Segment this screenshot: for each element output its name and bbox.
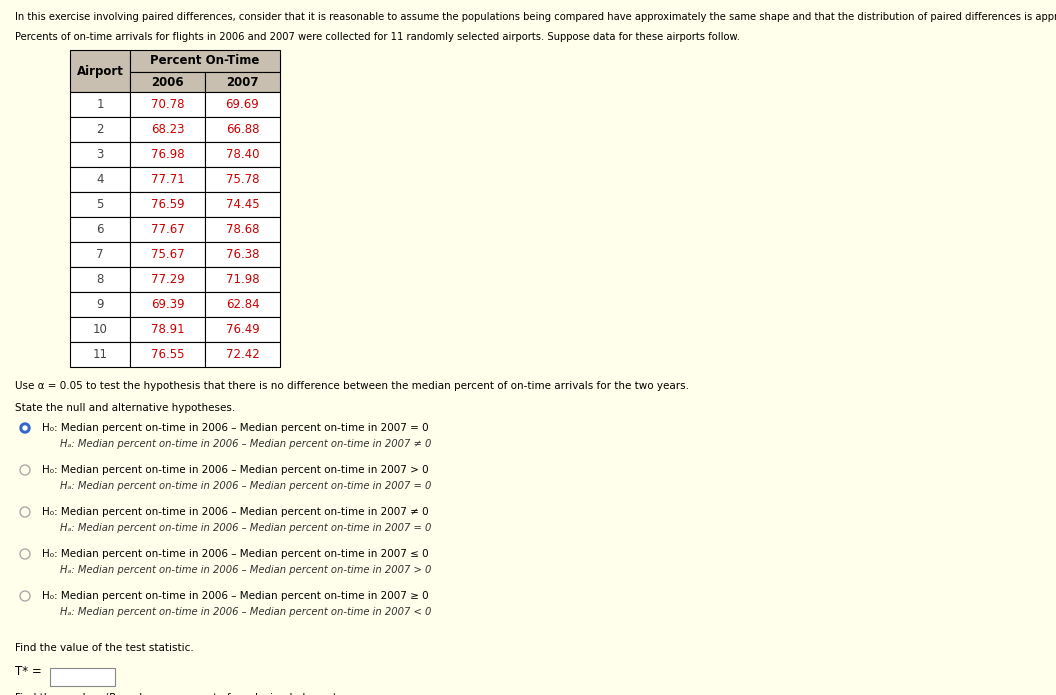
Text: H₀: Median percent on-time in 2006 – Median percent on-time in 2007 ≠ 0: H₀: Median percent on-time in 2006 – Med… <box>42 507 429 517</box>
Circle shape <box>20 423 30 433</box>
Bar <box>70 167 130 192</box>
Bar <box>205 72 280 92</box>
Bar <box>130 342 205 367</box>
Text: 68.23: 68.23 <box>151 123 184 136</box>
Bar <box>130 292 205 317</box>
Text: H₀: Median percent on-time in 2006 – Median percent on-time in 2007 = 0: H₀: Median percent on-time in 2006 – Med… <box>42 423 429 433</box>
Text: Hₐ: Median percent on-time in 2006 – Median percent on-time in 2007 < 0: Hₐ: Median percent on-time in 2006 – Med… <box>60 607 431 617</box>
Text: 8: 8 <box>96 273 103 286</box>
Text: 62.84: 62.84 <box>226 298 260 311</box>
Bar <box>130 217 205 242</box>
Text: Find the p-value. (Round your answer to four decimal places.): Find the p-value. (Round your answer to … <box>15 693 337 695</box>
Bar <box>70 242 130 267</box>
Text: Hₐ: Median percent on-time in 2006 – Median percent on-time in 2007 = 0: Hₐ: Median percent on-time in 2006 – Med… <box>60 481 431 491</box>
Bar <box>70 342 130 367</box>
Bar <box>70 267 130 292</box>
Text: 9: 9 <box>96 298 103 311</box>
Text: 78.68: 78.68 <box>226 223 260 236</box>
Text: 77.71: 77.71 <box>151 173 185 186</box>
Text: 75.78: 75.78 <box>226 173 260 186</box>
Bar <box>70 50 130 92</box>
Bar <box>205 192 280 217</box>
Bar <box>205 117 280 142</box>
Bar <box>205 92 280 117</box>
Text: Use α = 0.05 to test the hypothesis that there is no difference between the medi: Use α = 0.05 to test the hypothesis that… <box>15 381 689 391</box>
Bar <box>70 317 130 342</box>
Text: Find the value of the test statistic.: Find the value of the test statistic. <box>15 643 193 653</box>
Text: 10: 10 <box>93 323 108 336</box>
Text: 2006: 2006 <box>151 76 184 88</box>
Bar <box>130 50 280 72</box>
Text: 70.78: 70.78 <box>151 98 184 111</box>
Bar <box>70 142 130 167</box>
Bar <box>130 192 205 217</box>
Text: 5: 5 <box>96 198 103 211</box>
Bar <box>50 668 115 686</box>
Text: 77.29: 77.29 <box>151 273 185 286</box>
Text: Percents of on-time arrivals for flights in 2006 and 2007 were collected for 11 : Percents of on-time arrivals for flights… <box>15 32 740 42</box>
Text: 76.38: 76.38 <box>226 248 260 261</box>
Text: 78.91: 78.91 <box>151 323 185 336</box>
Text: 66.88: 66.88 <box>226 123 260 136</box>
Bar <box>70 217 130 242</box>
Text: 74.45: 74.45 <box>226 198 260 211</box>
Bar <box>205 142 280 167</box>
Text: In this exercise involving paired differences, consider that it is reasonable to: In this exercise involving paired differ… <box>15 12 1056 22</box>
Text: 3: 3 <box>96 148 103 161</box>
Text: 78.40: 78.40 <box>226 148 260 161</box>
Bar <box>70 92 130 117</box>
Text: 7: 7 <box>96 248 103 261</box>
Bar <box>130 267 205 292</box>
Text: 69.39: 69.39 <box>151 298 185 311</box>
Bar <box>205 167 280 192</box>
Text: 76.98: 76.98 <box>151 148 185 161</box>
Text: 75.67: 75.67 <box>151 248 185 261</box>
Bar <box>70 292 130 317</box>
Text: Percent On-Time: Percent On-Time <box>150 54 260 67</box>
Text: H₀: Median percent on-time in 2006 – Median percent on-time in 2007 > 0: H₀: Median percent on-time in 2006 – Med… <box>42 465 429 475</box>
Text: 2: 2 <box>96 123 103 136</box>
Bar <box>130 317 205 342</box>
Text: 76.49: 76.49 <box>226 323 260 336</box>
Bar <box>205 267 280 292</box>
Text: 1: 1 <box>96 98 103 111</box>
Text: 77.67: 77.67 <box>151 223 185 236</box>
Bar <box>130 167 205 192</box>
Text: Airport: Airport <box>77 65 124 78</box>
Text: 6: 6 <box>96 223 103 236</box>
Text: H₀: Median percent on-time in 2006 – Median percent on-time in 2007 ≤ 0: H₀: Median percent on-time in 2006 – Med… <box>42 549 429 559</box>
Text: H₀: Median percent on-time in 2006 – Median percent on-time in 2007 ≥ 0: H₀: Median percent on-time in 2006 – Med… <box>42 591 429 601</box>
Text: Hₐ: Median percent on-time in 2006 – Median percent on-time in 2007 ≠ 0: Hₐ: Median percent on-time in 2006 – Med… <box>60 439 431 449</box>
Text: Hₐ: Median percent on-time in 2006 – Median percent on-time in 2007 = 0: Hₐ: Median percent on-time in 2006 – Med… <box>60 523 431 533</box>
Bar <box>130 92 205 117</box>
Bar <box>205 342 280 367</box>
Text: 76.55: 76.55 <box>151 348 184 361</box>
Text: 11: 11 <box>93 348 108 361</box>
Bar <box>70 117 130 142</box>
Text: 2007: 2007 <box>226 76 259 88</box>
Bar <box>130 117 205 142</box>
Bar <box>205 292 280 317</box>
Bar <box>205 217 280 242</box>
Bar <box>130 72 205 92</box>
Text: 4: 4 <box>96 173 103 186</box>
Bar <box>205 242 280 267</box>
Bar <box>130 242 205 267</box>
Bar <box>70 192 130 217</box>
Text: 69.69: 69.69 <box>226 98 260 111</box>
Text: State the null and alternative hypotheses.: State the null and alternative hypothese… <box>15 403 235 413</box>
Text: T* =: T* = <box>15 665 42 678</box>
Bar <box>205 317 280 342</box>
Bar <box>130 142 205 167</box>
Circle shape <box>23 426 27 430</box>
Text: 71.98: 71.98 <box>226 273 260 286</box>
Text: 76.59: 76.59 <box>151 198 185 211</box>
Text: Hₐ: Median percent on-time in 2006 – Median percent on-time in 2007 > 0: Hₐ: Median percent on-time in 2006 – Med… <box>60 565 431 575</box>
Text: 72.42: 72.42 <box>226 348 260 361</box>
